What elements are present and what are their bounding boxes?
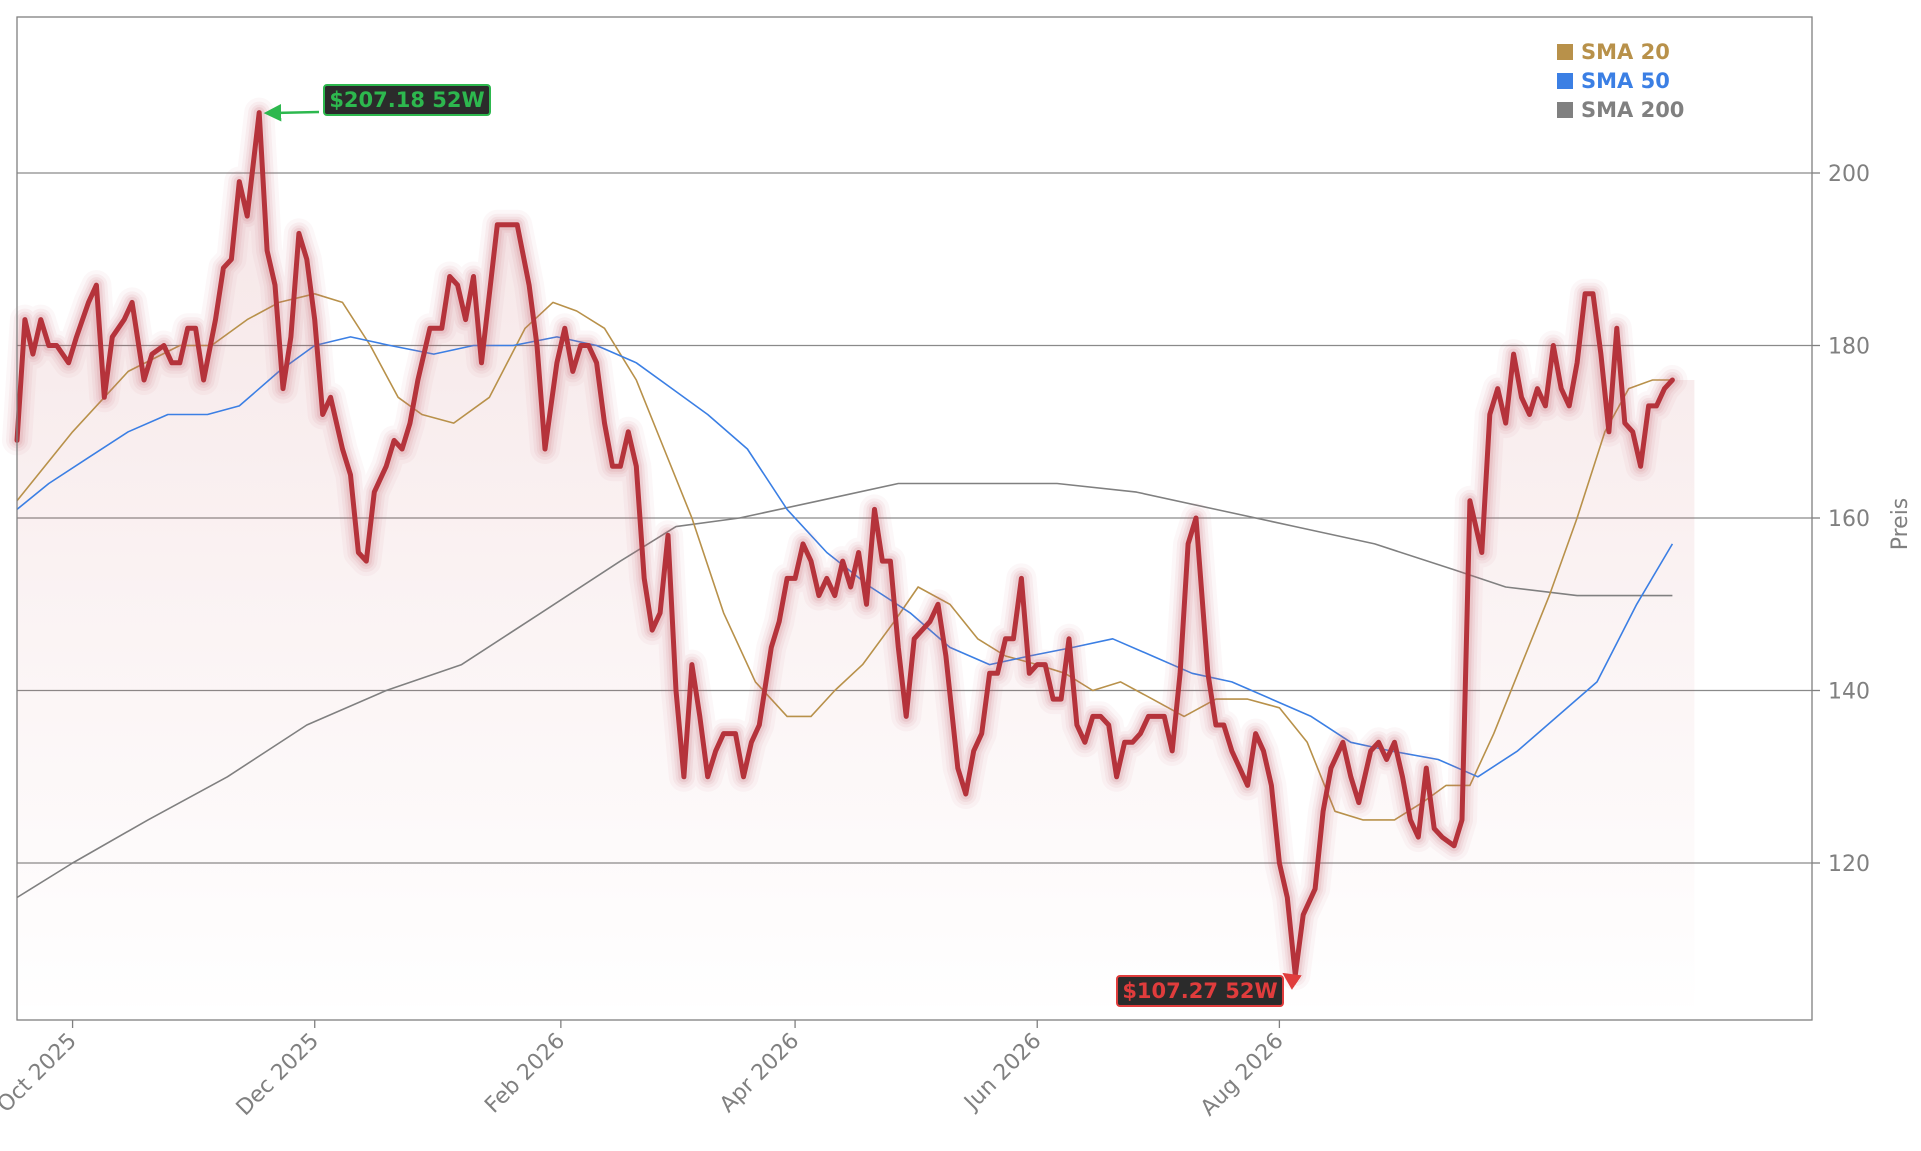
series-lines bbox=[2, 97, 1688, 991]
sma-200-line bbox=[16, 482, 1673, 899]
legend: SMA 20 SMA 50 SMA 200 bbox=[1557, 40, 1684, 122]
x-tick-label: Dec 2025 bbox=[232, 1029, 324, 1121]
x-tick-label: Aug 2026 bbox=[1196, 1029, 1289, 1122]
legend-swatch bbox=[1557, 73, 1573, 89]
high-annotation-arrow bbox=[263, 104, 320, 122]
legend-label: SMA 200 bbox=[1581, 98, 1684, 122]
legend-label: SMA 50 bbox=[1581, 69, 1670, 93]
y-axis-label: Preis bbox=[1888, 498, 1913, 551]
x-tick-label: Oct 2025 bbox=[0, 1029, 82, 1118]
high-annotation-box bbox=[323, 84, 491, 116]
low-annotation-box bbox=[1116, 975, 1284, 1007]
y-tick-label: 140 bbox=[1828, 680, 1870, 705]
high-annotation-label: $207.18 52W bbox=[329, 88, 484, 112]
x-tick-label: Feb 2026 bbox=[480, 1029, 570, 1119]
x-tick-label: Apr 2026 bbox=[715, 1029, 804, 1118]
legend-swatch bbox=[1557, 44, 1573, 60]
y-tick-label: 180 bbox=[1828, 335, 1870, 360]
y-tick-label: 200 bbox=[1828, 162, 1870, 187]
y-tick-label: 120 bbox=[1828, 852, 1870, 877]
legend-swatch bbox=[1557, 102, 1573, 118]
price-line bbox=[14, 110, 1675, 978]
y-tick-label: 160 bbox=[1828, 507, 1870, 532]
sma-20-line bbox=[16, 293, 1673, 821]
low-annotation-label: $107.27 52W bbox=[1122, 979, 1277, 1003]
annotations: $207.18 52W $107.27 52W bbox=[263, 84, 1302, 1007]
legend-label: SMA 20 bbox=[1581, 40, 1670, 64]
low-annotation-arrow bbox=[1282, 972, 1302, 990]
x-tick-label: Jun 2026 bbox=[959, 1029, 1047, 1117]
plot-frame bbox=[16, 16, 1813, 1021]
